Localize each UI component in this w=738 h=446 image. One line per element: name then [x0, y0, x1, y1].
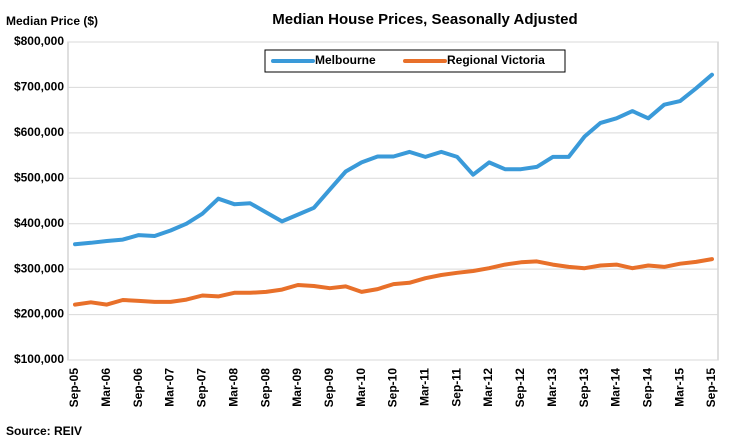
x-tick-label: Mar-07 [163, 368, 177, 407]
chart-title: Median House Prices, Seasonally Adjusted [272, 11, 577, 28]
x-tick-label: Sep-14 [640, 368, 654, 408]
x-tick-label: Sep-05 [67, 368, 81, 408]
x-tick-label: Sep-11 [449, 368, 463, 407]
x-tick-label: Sep-13 [577, 368, 591, 408]
y-tick-label: $800,000 [14, 34, 64, 48]
y-axis-label: Median Price ($) [6, 14, 98, 28]
y-tick-label: $700,000 [14, 80, 64, 94]
legend: Melbourne Regional Victoria [264, 49, 566, 73]
x-tick-label: Sep-15 [704, 368, 718, 408]
y-tick-label: $300,000 [14, 261, 64, 275]
x-tick-label: Mar-06 [99, 368, 113, 407]
legend-label: Regional Victoria [447, 53, 545, 67]
plot-area [67, 41, 719, 361]
y-tick-label: $200,000 [14, 307, 64, 321]
x-tick-label: Mar-15 [672, 368, 686, 407]
y-tick-label: $400,000 [14, 216, 64, 230]
y-tick-label: $600,000 [14, 125, 64, 139]
x-tick-label: Mar-14 [609, 368, 623, 407]
series-line [73, 257, 714, 307]
x-tick-label: Mar-10 [354, 368, 368, 407]
x-tick-label: Sep-09 [322, 368, 336, 408]
y-tick-label: $100,000 [14, 352, 64, 366]
y-tick-label: $500,000 [14, 170, 64, 184]
x-tick-label: Mar-12 [481, 368, 495, 407]
x-tick-label: Mar-11 [418, 368, 432, 406]
legend-label: Melbourne [315, 53, 376, 67]
x-tick-label: Mar-08 [226, 368, 240, 407]
x-tick-label: Sep-07 [195, 368, 209, 408]
x-tick-label: Mar-09 [290, 368, 304, 407]
x-tick-label: Mar-13 [545, 368, 559, 407]
source: Source: REIV [6, 424, 82, 438]
x-tick-label: Sep-10 [386, 368, 400, 408]
x-tick-label: Sep-12 [513, 368, 527, 408]
x-tick-label: Sep-06 [131, 368, 145, 408]
x-tick-label: Sep-08 [258, 368, 272, 408]
series-line [73, 72, 714, 247]
